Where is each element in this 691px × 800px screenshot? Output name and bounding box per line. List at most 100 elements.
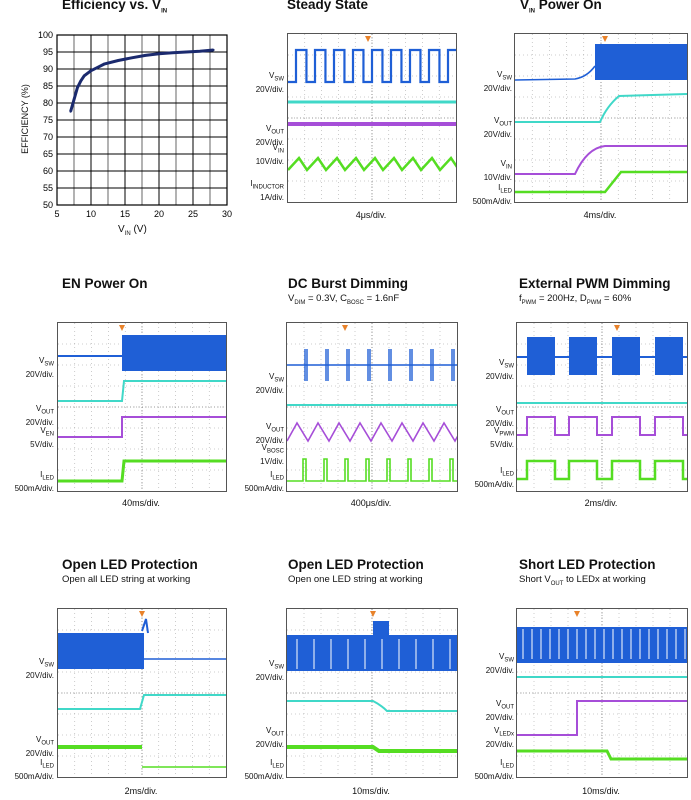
efficiency-point	[96, 66, 100, 69]
dcburst-vsw-burst	[409, 349, 413, 381]
trigger-marker	[614, 325, 620, 331]
dcburst-timediv: 400μs/div.	[350, 498, 392, 508]
eff-ytick-label: 50	[43, 200, 53, 210]
dcburst-vsw-burst	[451, 349, 455, 381]
efficiency-point	[69, 110, 72, 113]
enpower-title: EN Power On	[62, 276, 148, 291]
dcburst-title: DC Burst Dimming	[288, 276, 409, 291]
vinpower-vout-label: VOUT 20V/div.	[483, 116, 512, 139]
extpwm-vsw-band	[569, 337, 597, 375]
steady-scope	[287, 33, 457, 203]
vinpower-vout-trace	[515, 93, 687, 123]
vinpower-title: VIN Power On	[520, 0, 602, 15]
openall-subtitle: Open all LED string at working	[62, 574, 191, 585]
enpower-vout-label: VOUT 20V/div.	[25, 404, 54, 427]
extpwm-subtitle: fPWM = 200Hz, DPWM = 60%	[519, 293, 632, 306]
steady-vout-label: VOUT 20V/div.	[255, 124, 284, 147]
short-scope	[516, 608, 688, 778]
dcburst-vsw-burst	[430, 349, 434, 381]
openall-vsw-spike	[141, 618, 149, 634]
openone-timediv: 10ms/div.	[352, 786, 390, 796]
openone-vsw-band	[287, 635, 457, 671]
openone-title: Open LED Protection	[288, 557, 424, 572]
trigger-marker	[342, 325, 348, 331]
eff-ytick-label: 75	[43, 115, 53, 125]
openone-vout-trace	[287, 700, 457, 712]
openall-title: Open LED Protection	[62, 557, 198, 572]
eff-ytick-label: 95	[43, 47, 53, 57]
enpower-vsw-label: VSW 20V/div.	[25, 356, 54, 379]
openone-iled-label: ILED 500mA/div.	[244, 758, 284, 781]
efficiency-point	[171, 51, 174, 54]
short-vledx-label: VLEDx 20V/div.	[485, 726, 514, 749]
vinpower-vsw-label: VSW 20V/div.	[483, 70, 512, 93]
enpower-vout-trace	[58, 380, 226, 402]
openall-vout-label: VOUT 20V/div.	[25, 735, 54, 758]
openall-vout-trace	[58, 694, 226, 710]
openall-vsw-band	[58, 633, 144, 669]
short-vout-label: VOUT 20V/div.	[485, 699, 514, 722]
openone-vsw-band	[373, 621, 389, 637]
eff-xtick-label: 30	[222, 209, 232, 219]
trigger-marker	[370, 611, 376, 617]
steady-vin-label: VIN 10V/div.	[255, 143, 284, 166]
efficiency-series-line	[69, 48, 214, 112]
short-timediv: 10ms/div.	[582, 786, 620, 796]
eff-xtick-label: 10	[86, 209, 96, 219]
efficiency-point	[103, 62, 106, 66]
extpwm-title: External PWM Dimming	[519, 276, 671, 291]
enpower-scope	[57, 322, 227, 492]
dcburst-vsw-label: VSW 20V/div.	[255, 372, 284, 395]
eff-ytick-label: 90	[43, 64, 53, 74]
eff-xtick-label: 25	[188, 209, 198, 219]
extpwm-vsw-label: VSW 20V/div.	[485, 358, 514, 381]
short-vsw-label: VSW 20V/div.	[485, 652, 514, 675]
openone-scope	[286, 608, 458, 778]
trigger-marker	[574, 611, 580, 617]
extpwm-vpwm-label: VPWM 5V/div.	[490, 426, 514, 449]
efficiency-xlabel: VIN (V)	[118, 224, 147, 237]
eff-ytick-label: 55	[43, 183, 53, 193]
efficiency-point	[130, 56, 133, 59]
steady-timediv: 4μs/div.	[355, 210, 387, 220]
short-vledx-trace	[517, 700, 687, 736]
steady-vsw-trace	[288, 48, 456, 84]
dcburst-vsw-burst	[367, 349, 371, 381]
efficiency-point	[83, 74, 86, 77]
extpwm-timediv: 2ms/div.	[584, 498, 618, 508]
steady-vsw-label: VSW 20V/div.	[255, 71, 284, 94]
openone-subtitle: Open one LED string at working	[288, 574, 423, 585]
dcburst-vsw-burst	[388, 349, 392, 381]
openone-iled-trace	[287, 745, 457, 753]
efficiency-point	[212, 48, 215, 52]
trigger-marker	[602, 36, 608, 42]
vinpower-vsw-band	[595, 62, 605, 76]
trigger-marker	[119, 325, 125, 331]
efficiency-chart: 50 55 60 65 70 75 80 85 90 95 100 5 10 15 20 25 30	[38, 30, 232, 219]
eff-ytick-label: 80	[43, 98, 53, 108]
efficiency-point	[76, 86, 79, 89]
eff-ytick-label: 60	[43, 166, 53, 176]
short-iled-trace	[517, 749, 687, 761]
efficiency-point	[185, 50, 188, 54]
trigger-marker	[365, 36, 371, 42]
short-subtitle: Short VOUT to LEDx at working	[519, 574, 646, 587]
dcburst-iled-trace	[287, 458, 457, 482]
vinpower-vin-label: VIN 10V/div.	[483, 159, 512, 182]
efficiency-point	[89, 69, 93, 72]
trigger-marker	[139, 611, 145, 617]
enpower-iled-trace	[58, 459, 226, 483]
openall-timediv: 2ms/div.	[124, 786, 158, 796]
eff-xtick-label: 5	[54, 209, 59, 219]
openall-iled-label: ILED 500mA/div.	[14, 758, 54, 781]
eff-ytick-label: 70	[43, 132, 53, 142]
vinpower-vsw-band	[595, 44, 687, 80]
vinpower-vin-trace	[515, 145, 687, 175]
openall-scope	[57, 608, 227, 778]
vinpower-timediv: 4ms/div.	[583, 210, 617, 220]
efficiency-point	[198, 50, 201, 53]
openone-vout-label: VOUT 20V/div.	[255, 726, 284, 749]
short-title: Short LED Protection	[519, 557, 656, 572]
extpwm-vout-label: VOUT 20V/div.	[485, 405, 514, 428]
efficiency-title: Efficiency vs. VIN	[62, 0, 168, 15]
